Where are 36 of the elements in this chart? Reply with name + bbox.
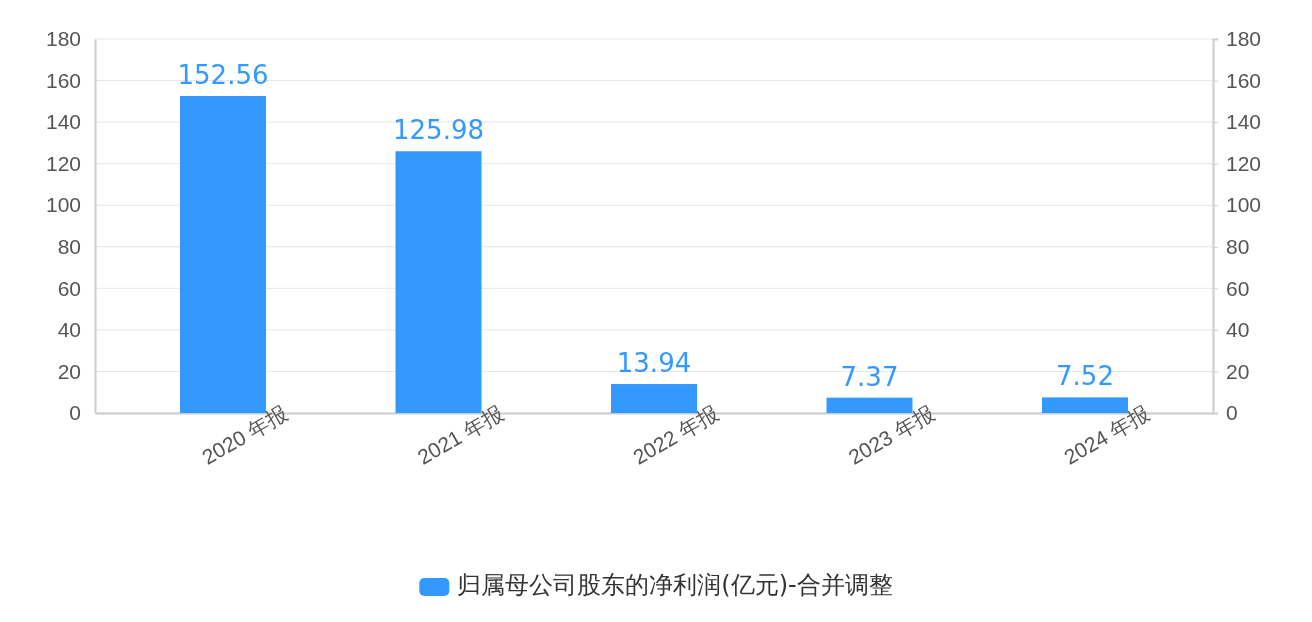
y-tick-label: 60 [57, 276, 81, 300]
y2-tick-label: 180 [1226, 27, 1262, 51]
bar [611, 384, 697, 413]
data-label: 125.98 [393, 115, 484, 146]
y-tick-label: 0 [69, 401, 81, 425]
x-tick-label: 2020 年报 [198, 401, 292, 469]
y2-tick-label: 40 [1226, 318, 1250, 342]
y2-tick-label: 120 [1226, 151, 1262, 175]
x-tick-label: 2022 年报 [628, 401, 723, 469]
bar [395, 151, 482, 413]
y-tick-label: 120 [45, 151, 81, 175]
y-tick-label: 20 [57, 359, 81, 383]
data-label: 13.94 [616, 348, 692, 379]
y2-tick-label: 80 [1226, 235, 1250, 258]
y-tick-label: 40 [57, 318, 81, 342]
y2-tick-label: 100 [1226, 193, 1262, 217]
y-tick-label: 180 [45, 27, 81, 51]
bar [1041, 397, 1128, 413]
y2-tick-label: 160 [1226, 68, 1262, 92]
y-tick-label: 100 [45, 193, 81, 217]
y2-tick-label: 60 [1226, 276, 1250, 300]
x-tick-label: 2024 年报 [1059, 401, 1154, 469]
y2-tick-label: 140 [1226, 110, 1262, 134]
x-tick-label: 2023 年报 [844, 401, 938, 469]
y-tick-label: 140 [45, 110, 81, 134]
y-tick-label: 160 [45, 68, 81, 92]
data-label: 7.37 [840, 361, 899, 392]
y2-tick-label: 0 [1226, 401, 1238, 425]
y-tick-label: 80 [57, 235, 81, 258]
bar [180, 96, 267, 413]
data-label: 7.52 [1056, 361, 1114, 392]
legend-label: 归属母公司股东的净利润(亿元)-合并调整 [457, 571, 893, 599]
y2-tick-label: 20 [1226, 359, 1250, 383]
data-label: 152.56 [177, 60, 269, 91]
x-tick-label: 2021 年报 [413, 401, 507, 469]
bar [826, 397, 913, 413]
